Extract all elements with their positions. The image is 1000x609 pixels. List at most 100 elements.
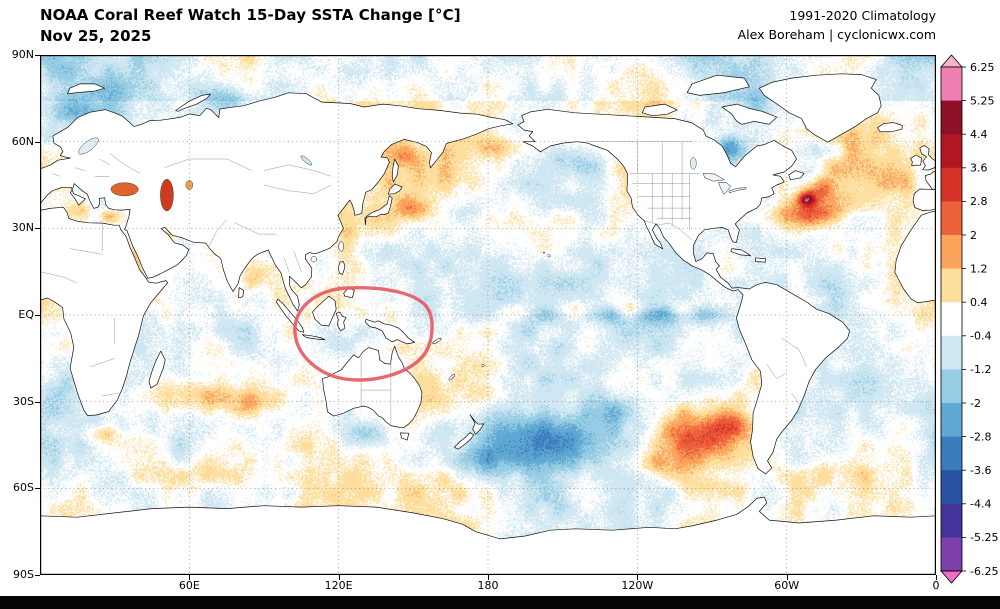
colorbar-segment	[941, 503, 962, 538]
colorbar-tick-label: -1.2	[970, 363, 991, 376]
landmass	[335, 311, 347, 332]
colorbar-tick-label: 0.4	[970, 296, 988, 309]
lat-tick-label: 60S	[13, 481, 34, 495]
colorbar-segment	[941, 167, 962, 202]
lat-tick-label: 30N	[11, 221, 34, 235]
colorbar-tick-label: -5.25	[970, 531, 998, 544]
lon-tick-mark	[786, 575, 788, 580]
political-border	[766, 363, 787, 379]
landmass	[301, 334, 326, 340]
colorbar-segment	[941, 403, 962, 438]
landmass	[788, 170, 805, 181]
landmass	[454, 432, 475, 450]
colorbar-segment	[941, 537, 962, 572]
lon-tick-label: 180	[477, 579, 499, 592]
highlight-oval-annotation	[293, 285, 434, 382]
political-border	[74, 167, 85, 171]
colorbar-tick-label: 4.4	[970, 128, 988, 141]
political-border	[52, 173, 60, 177]
political-border	[781, 337, 807, 368]
landmass	[391, 158, 399, 183]
map-frame	[40, 55, 936, 575]
colorbar-bottom-arrow	[940, 570, 963, 584]
colorbar-segment	[941, 335, 962, 370]
lat-tick-label: 60N	[11, 134, 34, 148]
colorbar-tick-label: -3.6	[970, 464, 991, 477]
lat-tick-mark	[35, 488, 40, 490]
landmass	[40, 92, 514, 312]
colorbar-top-arrow	[940, 54, 963, 68]
landmass	[364, 195, 393, 226]
political-border	[644, 220, 693, 241]
lake-baikal	[300, 155, 313, 166]
colorbar-tick-label: 6.25	[970, 61, 995, 74]
taiwan	[338, 241, 344, 252]
political-border	[102, 392, 120, 397]
landmass	[175, 93, 211, 112]
lon-tick-label: 60W	[774, 579, 800, 592]
landmass	[337, 261, 346, 275]
political-border	[283, 257, 290, 272]
colorbar-segment	[941, 369, 962, 404]
colorbar-tick-label: 2.8	[970, 195, 988, 208]
lon-tick-mark	[338, 575, 340, 580]
lon-tick-label: 60E	[178, 579, 200, 592]
landmass	[148, 350, 166, 389]
colorbar-tick-label: 5.25	[970, 94, 995, 107]
page-title: NOAA Coral Reef Watch 15-Day SSTA Change…	[40, 6, 461, 24]
lon-tick-mark	[936, 575, 937, 580]
landmass	[641, 103, 678, 117]
political-border	[99, 158, 110, 165]
climatology-label: 1991-2020 Climatology	[789, 8, 936, 23]
landmass	[894, 210, 936, 303]
lat-tick-mark	[35, 228, 40, 230]
political-border	[40, 271, 78, 284]
hawaii	[547, 254, 551, 258]
colorbar-segment	[941, 470, 962, 505]
colorbar-tick-label: 1.2	[970, 262, 988, 275]
map-overlay	[40, 55, 936, 575]
colorbar-tick-label: 3.6	[970, 162, 988, 175]
political-border	[209, 219, 227, 246]
landmass	[919, 145, 936, 171]
landmass	[312, 295, 337, 327]
lat-tick-mark	[35, 141, 40, 143]
landmass	[877, 122, 903, 133]
landmass	[400, 432, 410, 441]
lat-tick-mark	[35, 575, 40, 576]
colorbar-segment	[941, 134, 962, 169]
colorbar-tick-label: -4.4	[970, 498, 991, 511]
lake-erie-ontario	[728, 187, 747, 194]
landmass	[910, 154, 922, 166]
solomon-islands	[432, 338, 442, 344]
colorbar-tick-label: -0.4	[970, 330, 991, 343]
caspian-sea	[160, 179, 174, 212]
political-border	[164, 158, 252, 171]
political-border	[791, 392, 802, 408]
political-border	[263, 164, 332, 177]
political-border	[263, 184, 332, 194]
lat-tick-label: 90N	[11, 48, 34, 61]
hawaii-2	[542, 251, 546, 254]
lake-michigan-huron	[718, 182, 732, 195]
new-caledonia	[448, 373, 456, 381]
colorbar: 6.25 5.25 4.4 3.6 2.8 2 1.2 0.4 -0.4 -1.2 -2 -2.8 -3…	[939, 53, 1000, 587]
lat-tick-label: 90S	[13, 568, 34, 581]
colorbar-segment	[941, 268, 962, 303]
landmass	[758, 73, 882, 143]
lat-tick-mark	[35, 401, 40, 403]
colorbar-tick-label: -2	[970, 397, 981, 410]
landmass	[469, 414, 485, 435]
landmass	[322, 345, 423, 429]
landmass	[40, 496, 936, 575]
colorbar-tick-label: -2.8	[970, 430, 991, 443]
lat-tick-label: 30S	[13, 394, 34, 408]
page-date: Nov 25, 2025	[40, 27, 152, 45]
landmass	[686, 74, 750, 96]
lon-tick-label: 0	[932, 579, 940, 592]
lon-tick-mark	[637, 575, 639, 580]
baltic-sea	[78, 137, 99, 155]
political-border	[69, 248, 103, 255]
landmass	[67, 83, 106, 95]
